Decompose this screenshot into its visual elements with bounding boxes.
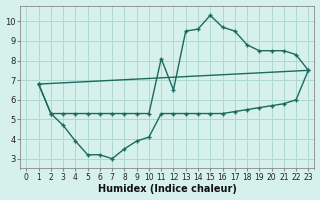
X-axis label: Humidex (Indice chaleur): Humidex (Indice chaleur) <box>98 184 237 194</box>
